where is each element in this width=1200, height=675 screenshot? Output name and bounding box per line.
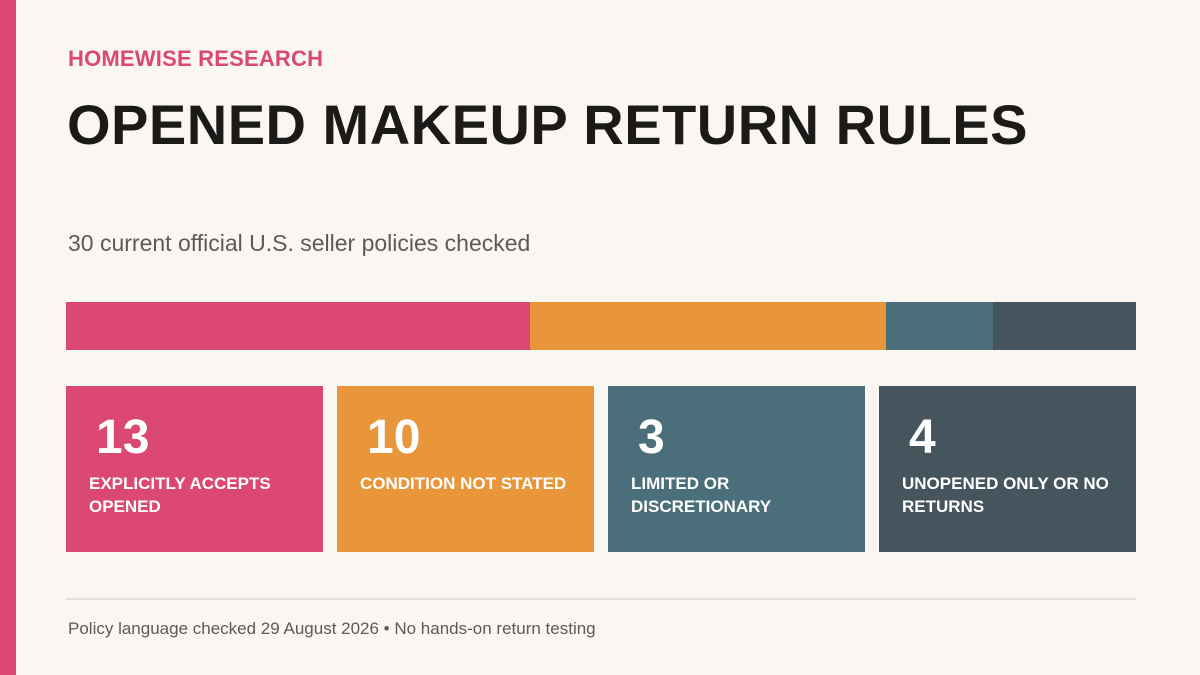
- card-value: 3: [638, 411, 665, 464]
- footer-divider: [66, 598, 1136, 600]
- page-title: OPENED MAKEUP RETURN RULES: [67, 93, 1028, 156]
- card-condition-not-stated: 10 CONDITION NOT STATED: [337, 386, 594, 552]
- accent-bar: [0, 0, 16, 675]
- card-value: 4: [909, 411, 936, 464]
- card-explicitly-accepts: 13 EXPLICITLY ACCEPTS OPENED: [66, 386, 323, 552]
- stack-segment-2: [530, 302, 886, 350]
- card-unopened-only: 4 UNOPENED ONLY OR NO RETURNS: [879, 386, 1136, 552]
- footer-note: Policy language checked 29 August 2026 •…: [68, 619, 596, 638]
- card-value: 10: [367, 411, 421, 464]
- card-label: CONDITION NOT STATED: [360, 474, 567, 493]
- card-value: 13: [96, 411, 150, 464]
- eyebrow-brand: HOMEWISE RESEARCH: [68, 46, 324, 71]
- stack-segment-3: [886, 302, 993, 350]
- stack-segment-4: [993, 302, 1136, 350]
- stacked-bar-chart: [66, 302, 1136, 350]
- card-label: LIMITED OR DISCRETIONARY: [631, 474, 772, 516]
- card-limited-discretionary: 3 LIMITED OR DISCRETIONARY: [608, 386, 865, 552]
- card-label: UNOPENED ONLY OR NO RETURNS: [902, 474, 1109, 516]
- category-cards: 13 EXPLICITLY ACCEPTS OPENED 10 CONDITIO…: [66, 386, 1136, 552]
- card-label: EXPLICITLY ACCEPTS OPENED: [89, 474, 271, 516]
- page-subtitle: 30 current official U.S. seller policies…: [68, 230, 531, 256]
- stack-segment-1: [66, 302, 530, 350]
